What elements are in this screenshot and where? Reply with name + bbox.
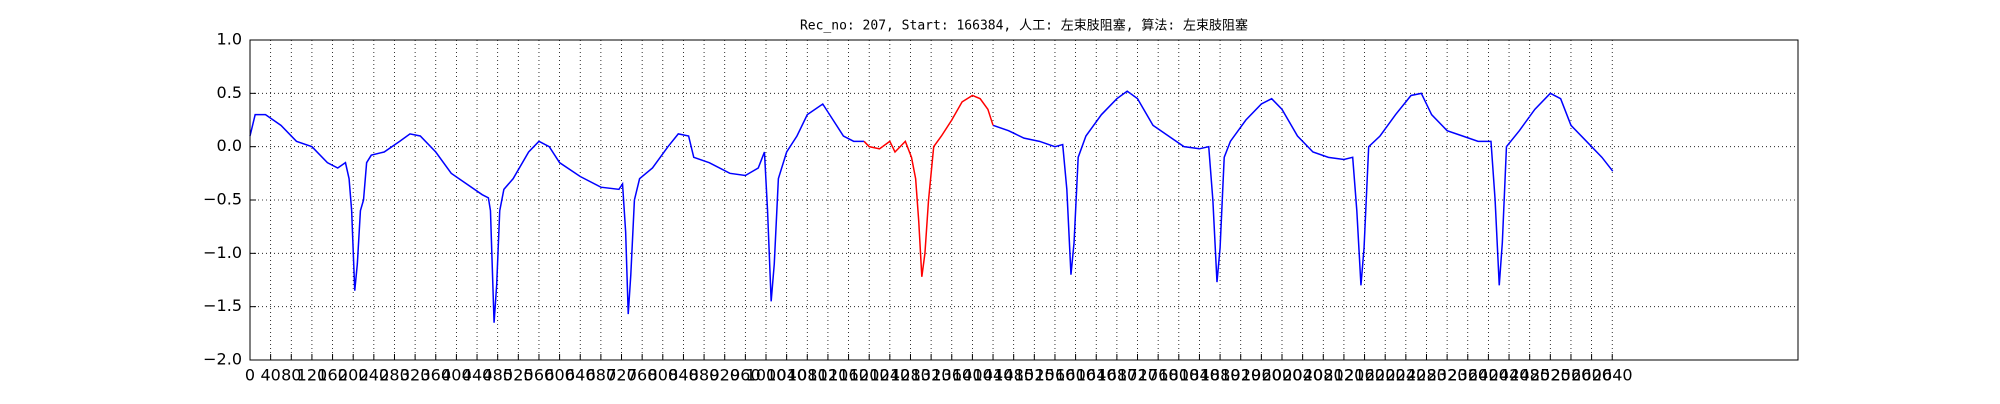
x-tick-label: 2040 [1282,366,1323,385]
x-tick-label: 2320 [1427,366,1468,385]
x-tick-label: 2080 [1303,366,1344,385]
x-tick-label: 120 [297,366,328,385]
x-tick-label: 920 [709,366,740,385]
x-tick-label: 1200 [849,366,890,385]
y-tick-label: 1.0 [217,30,242,49]
x-tick-label: 1560 [1035,366,1076,385]
x-tick-label: 320 [400,366,431,385]
x-tick-label: 1160 [828,366,869,385]
x-tick-label: 2360 [1447,366,1488,385]
x-tick-label: 2240 [1385,366,1426,385]
x-tick-label: 640 [565,366,596,385]
plot-frame [249,39,1799,361]
x-tick-label: 200 [338,366,369,385]
x-tick-label: 1080 [787,366,828,385]
x-tick-label: 680 [586,366,617,385]
x-tick-label: 760 [627,366,658,385]
x-tick-label: 1840 [1179,366,1220,385]
x-tick-label: 0 [245,366,255,385]
x-tick-label: 720 [606,366,637,385]
x-tick-label: 1400 [952,366,993,385]
y-tick-label: 0.0 [217,136,242,155]
x-tick-label: 1960 [1241,366,1282,385]
x-tick-label: 1360 [931,366,972,385]
x-tick-label: 80 [281,366,301,385]
x-tick-label: 520 [503,366,534,385]
x-tick-label: 2280 [1406,366,1447,385]
y-tick-label: −1.0 [203,243,242,262]
x-tick-label: 2000 [1262,366,1303,385]
x-tick-label: 1800 [1158,366,1199,385]
x-tick-label: 1640 [1076,366,1117,385]
x-tick-label: 1600 [1055,366,1096,385]
x-tick-label: 2200 [1365,366,1406,385]
x-tick-label: 2560 [1551,366,1592,385]
x-tick-label: 2400 [1468,366,1509,385]
x-tick-label: 160 [317,366,348,385]
x-tick-label: 1040 [766,366,807,385]
x-tick-label: 840 [668,366,699,385]
x-tick-label: 2600 [1571,366,1612,385]
chart-title: Rec_no: 207, Start: 166384, 人工: 左束肢阻塞, 算… [800,18,1248,34]
line-series [863,94,994,277]
x-tick-label: 2640 [1592,366,1633,385]
x-tick-label: 1920 [1220,366,1261,385]
x-tick-label: 1680 [1097,366,1138,385]
x-tick-label: 1440 [973,366,1014,385]
x-tick-label: 1720 [1117,366,1158,385]
line-series [249,90,1614,323]
x-tick-label: 2160 [1344,366,1385,385]
x-tick-label: 2520 [1530,366,1571,385]
x-tick-label: 2440 [1489,366,1530,385]
x-tick-label: 1480 [993,366,1034,385]
x-tick-label: 2480 [1509,366,1550,385]
x-tick-label: 1880 [1200,366,1241,385]
x-tick-label: 2120 [1324,366,1365,385]
x-tick-label: 960 [730,366,761,385]
x-tick-label: 280 [379,366,410,385]
y-tick-label: −1.5 [203,296,242,315]
x-tick-label: 40 [260,366,280,385]
x-tick-label: 600 [544,366,575,385]
x-tick-label: 1320 [911,366,952,385]
y-tick-label: −2.0 [203,350,242,369]
x-tick-label: 240 [359,366,390,385]
y-tick-label: −0.5 [203,190,242,209]
x-tick-label: 1240 [869,366,910,385]
x-tick-label: 400 [441,366,472,385]
x-tick-label: 1760 [1138,366,1179,385]
x-tick-label: 360 [420,366,451,385]
x-tick-label: 1000 [746,366,787,385]
x-tick-label: 880 [689,366,720,385]
x-tick-label: 560 [524,366,555,385]
x-tick-label: 1120 [808,366,849,385]
y-tick-label: 0.5 [217,83,242,102]
x-tick-label: 480 [482,366,513,385]
x-tick-label: 800 [648,366,679,385]
x-tick-label: 440 [462,366,493,385]
x-tick-label: 1280 [890,366,931,385]
x-tick-label: 1520 [1014,366,1055,385]
